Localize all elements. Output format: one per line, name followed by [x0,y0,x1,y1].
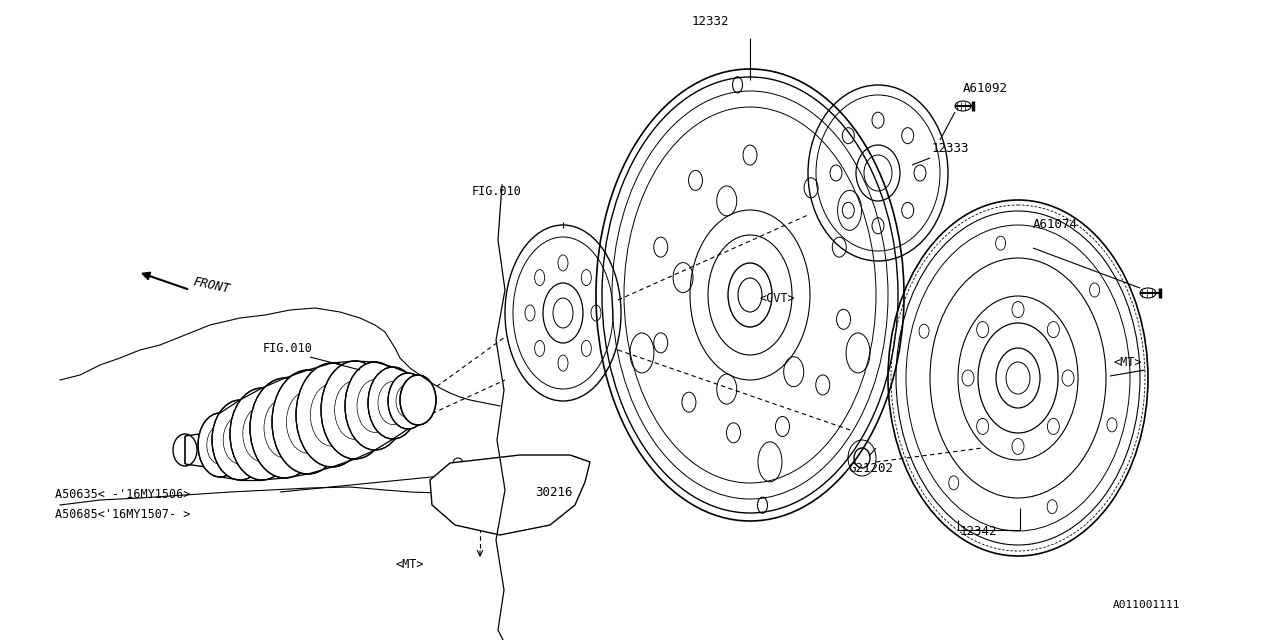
Text: A50635< -'16MY1506>: A50635< -'16MY1506> [55,488,191,501]
Text: <MT>: <MT> [1114,355,1142,369]
Text: 30216: 30216 [535,486,572,499]
Text: FIG.010: FIG.010 [262,342,312,355]
Ellipse shape [250,378,320,478]
Text: A61092: A61092 [963,81,1009,95]
Text: A61074: A61074 [1033,218,1078,232]
Ellipse shape [369,367,419,439]
Ellipse shape [321,361,389,459]
Text: 12333: 12333 [932,141,969,154]
Ellipse shape [212,400,268,480]
Ellipse shape [388,373,428,429]
Ellipse shape [198,413,242,477]
Text: G21202: G21202 [849,462,893,475]
Text: <MT>: <MT> [396,558,424,571]
Ellipse shape [273,370,344,474]
Ellipse shape [296,363,369,467]
Text: <CVT>: <CVT> [760,291,796,305]
Text: FIG.010: FIG.010 [472,185,522,198]
Ellipse shape [230,388,294,480]
Ellipse shape [346,362,404,450]
Ellipse shape [399,375,436,425]
Text: A50685<'16MY1507- >: A50685<'16MY1507- > [55,508,191,521]
Text: 12342: 12342 [960,525,997,538]
Text: FRONT: FRONT [192,275,232,295]
Polygon shape [430,455,590,535]
Text: A011001111: A011001111 [1114,600,1180,610]
Text: 12332: 12332 [691,15,728,28]
